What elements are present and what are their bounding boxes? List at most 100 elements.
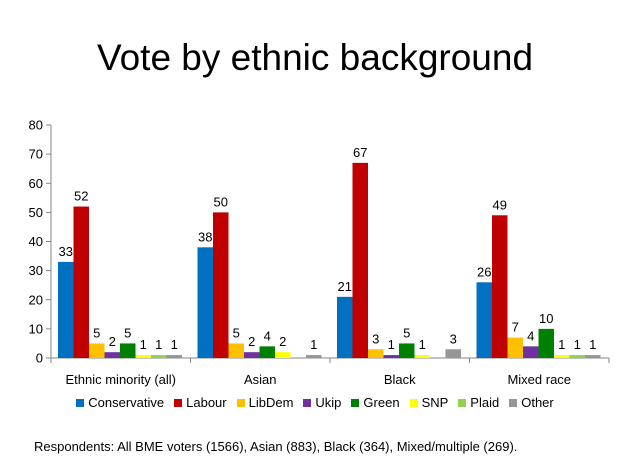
bar-plaid-3 <box>569 355 585 358</box>
bar-labour-2 <box>352 162 368 358</box>
y-tick-label: 40 <box>29 234 43 249</box>
legend-label: Ukip <box>315 395 342 410</box>
y-tick-label: 0 <box>36 351 43 366</box>
bar-other-1 <box>306 355 322 358</box>
y-tick-label: 50 <box>29 205 43 220</box>
bar-snp-0 <box>135 355 151 358</box>
x-category-label: Ethnic minority (all) <box>65 372 176 387</box>
bar-other-0 <box>166 355 182 358</box>
legend-item-labour: Labour <box>174 395 227 410</box>
y-tick-label: 30 <box>29 263 43 278</box>
data-label: 4 <box>527 328 534 343</box>
legend-swatch <box>174 398 183 407</box>
bar-libdem-1 <box>228 343 244 358</box>
legend-item-green: Green <box>351 395 400 410</box>
legend-label: Other <box>521 395 554 410</box>
data-label: 5 <box>124 325 131 340</box>
data-label: 4 <box>264 328 271 343</box>
data-label: 1 <box>574 337 581 352</box>
bar-ukip-1 <box>244 352 260 358</box>
bar-green-1 <box>259 346 275 358</box>
bar-labour-0 <box>73 206 89 358</box>
data-label: 52 <box>74 189 88 204</box>
x-category-label: Mixed race <box>507 372 571 387</box>
data-label: 2 <box>248 334 255 349</box>
data-label: 1 <box>310 337 317 352</box>
y-tick-label: 80 <box>29 118 43 133</box>
legend-label: LibDem <box>248 395 294 410</box>
bar-conservative-3 <box>476 282 492 358</box>
legend-label: Plaid <box>470 395 500 410</box>
data-label: 1 <box>558 337 565 352</box>
data-label: 1 <box>419 337 426 352</box>
bar-ukip-3 <box>523 346 539 358</box>
data-label: 1 <box>388 337 395 352</box>
bar-snp-3 <box>554 355 570 358</box>
bar-labour-1 <box>213 212 229 358</box>
data-label: 5 <box>403 325 410 340</box>
bar-green-0 <box>120 343 136 358</box>
legend-item-other: Other <box>509 395 554 410</box>
legend-swatch <box>236 398 245 407</box>
chart-legend: Conservative Labour LibDem Ukip Green SNP Plai… <box>0 395 630 410</box>
data-label: 2 <box>279 334 286 349</box>
legend-label: SNP <box>421 395 449 410</box>
bar-snp-1 <box>275 352 291 358</box>
bar-ukip-2 <box>383 355 399 358</box>
bar-ukip-0 <box>104 352 120 358</box>
legend-item-libdem: LibDem <box>236 395 294 410</box>
data-label: 1 <box>589 337 596 352</box>
data-label: 10 <box>539 311 553 326</box>
bar-libdem-2 <box>368 349 384 358</box>
bar-green-2 <box>399 343 415 358</box>
legend-swatch <box>458 398 467 407</box>
bar-conservative-2 <box>337 296 353 358</box>
y-tick-label: 70 <box>29 147 43 162</box>
legend-swatch <box>76 398 85 407</box>
legend-label: Green <box>363 395 400 410</box>
legend-item-ukip: Ukip <box>303 395 341 410</box>
legend-item-snp: SNP <box>409 395 449 410</box>
bar-conservative-1 <box>197 247 213 358</box>
bar-green-3 <box>538 328 554 358</box>
data-label: 50 <box>214 194 228 209</box>
legend-swatch <box>351 398 360 407</box>
legend-label: Labour <box>186 395 227 410</box>
data-label: 1 <box>140 337 147 352</box>
data-label: 1 <box>171 337 178 352</box>
legend-label: Conservative <box>88 395 165 410</box>
chart-title: Vote by ethnic background <box>96 37 534 78</box>
legend-swatch <box>509 398 518 407</box>
y-tick-label: 10 <box>29 321 43 336</box>
data-label: 67 <box>353 145 367 160</box>
data-label: 38 <box>198 229 212 244</box>
data-label: 33 <box>59 244 73 259</box>
data-label: 5 <box>93 325 100 340</box>
bar-libdem-3 <box>507 337 523 358</box>
data-label: 21 <box>338 279 352 294</box>
data-label: 26 <box>477 264 491 279</box>
legend-swatch <box>303 398 312 407</box>
bar-conservative-0 <box>58 261 74 358</box>
bar-plaid-0 <box>151 355 167 358</box>
data-label: 5 <box>233 325 240 340</box>
x-category-label: Black <box>384 372 416 387</box>
x-category-label: Asian <box>244 372 277 387</box>
legend-swatch <box>409 398 418 407</box>
data-label: 49 <box>493 197 507 212</box>
respondents-footnote: Respondents: All BME voters (1566), Asia… <box>34 439 518 454</box>
bar-other-3 <box>585 355 601 358</box>
data-label: 7 <box>512 320 519 335</box>
bar-other-2 <box>445 349 461 358</box>
legend-item-conservative: Conservative <box>76 395 164 410</box>
data-label: 1 <box>155 337 162 352</box>
bar-snp-2 <box>414 355 430 358</box>
legend-item-plaid: Plaid <box>458 395 499 410</box>
y-tick-label: 60 <box>29 176 43 191</box>
bar-libdem-0 <box>89 343 105 358</box>
bar-labour-3 <box>492 215 508 358</box>
data-label: 3 <box>450 331 457 346</box>
data-label: 3 <box>372 331 379 346</box>
